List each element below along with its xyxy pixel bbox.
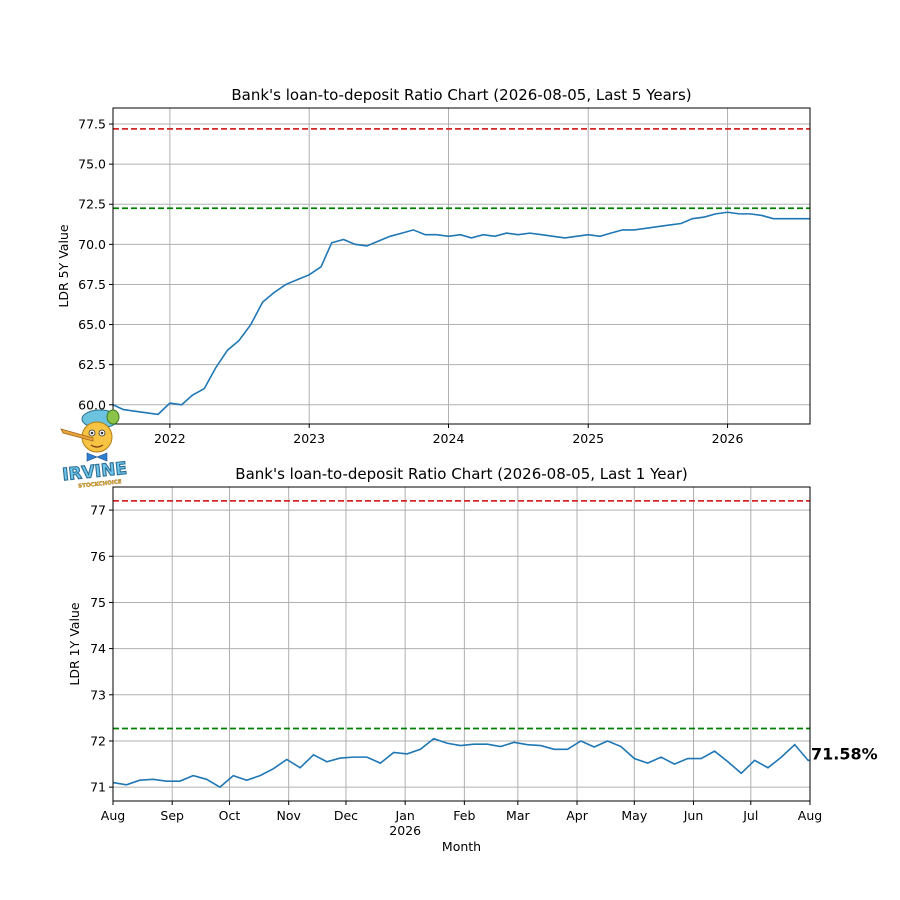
y-tick-label: 72.5 [78, 197, 106, 212]
chart-panel-2: 71 72 73 74 75 76 77 Aug Sep Oct Nov Dec Jan Feb Mar Ap… [67, 465, 878, 854]
y-tick-label: 60.0 [78, 397, 106, 412]
x-tick-label: 2025 [572, 431, 604, 446]
y-tick-label: 71 [90, 780, 106, 795]
logo-subtext: STOCKCHOICE [78, 479, 122, 490]
x-tick-label: 2024 [433, 431, 465, 446]
y-tick-label: 76 [90, 549, 106, 564]
chart-title: Bank's loan-to-deposit Ratio Chart (2026… [231, 86, 691, 104]
x-tick-label: Mar [506, 808, 530, 823]
y-tick-label: 65.0 [78, 317, 106, 332]
x-axis-label: Month [442, 839, 481, 854]
last-value-label: 71.58% [811, 744, 878, 763]
y-tick-label: 67.5 [78, 277, 106, 292]
x-tick-label: Sep [160, 808, 184, 823]
y-tick-label: 70.0 [78, 237, 106, 252]
y-tick-label: 72 [90, 733, 106, 748]
x-tick-label: Jul [742, 808, 758, 823]
y-tick-label: 77.5 [78, 117, 106, 132]
y-tick-label: 75.0 [78, 157, 106, 172]
x-tick-label: Aug [101, 808, 125, 823]
chart-panel-1: 60.0 62.5 65.0 67.5 70.0 72.5 75.0 77.5 2022 2023… [56, 86, 811, 446]
x-tick-label: Dec [334, 808, 358, 823]
y-tick-label: 77 [90, 503, 106, 518]
chart-title: Bank's loan-to-deposit Ratio Chart (2026… [235, 465, 687, 483]
irvine-stockchoice-logo: IRVINE STOCKCHOICE [60, 409, 128, 490]
x-tick-label: Feb [453, 808, 475, 823]
y-axis-label: LDR 1Y Value [67, 602, 82, 685]
x-tick-label: 2022 [154, 431, 186, 446]
x-tick-label: Oct [219, 808, 241, 823]
y-tick-label: 73 [90, 687, 106, 702]
series-line [113, 211, 810, 416]
x-tick-label: Jun [683, 808, 704, 823]
x-tick-label: 2023 [293, 431, 325, 446]
series-line [113, 737, 810, 789]
y-tick-label: 75 [90, 595, 106, 610]
y-tick-label: 62.5 [78, 357, 106, 372]
x-tick-label: Nov [276, 808, 301, 823]
y-axis-label: LDR 5Y Value [56, 224, 71, 307]
y-tick-label: 74 [90, 641, 106, 656]
x-tick-label: May [621, 808, 647, 823]
x-tick-label: Aug [798, 808, 822, 823]
plot-frame [112, 486, 811, 802]
plot-frame [112, 107, 811, 425]
x-tick-label: 2026 [712, 431, 744, 446]
x-year-sublabel: 2026 [389, 823, 421, 838]
x-tick-label: Apr [566, 808, 588, 823]
x-tick-label: Jan [395, 808, 415, 823]
